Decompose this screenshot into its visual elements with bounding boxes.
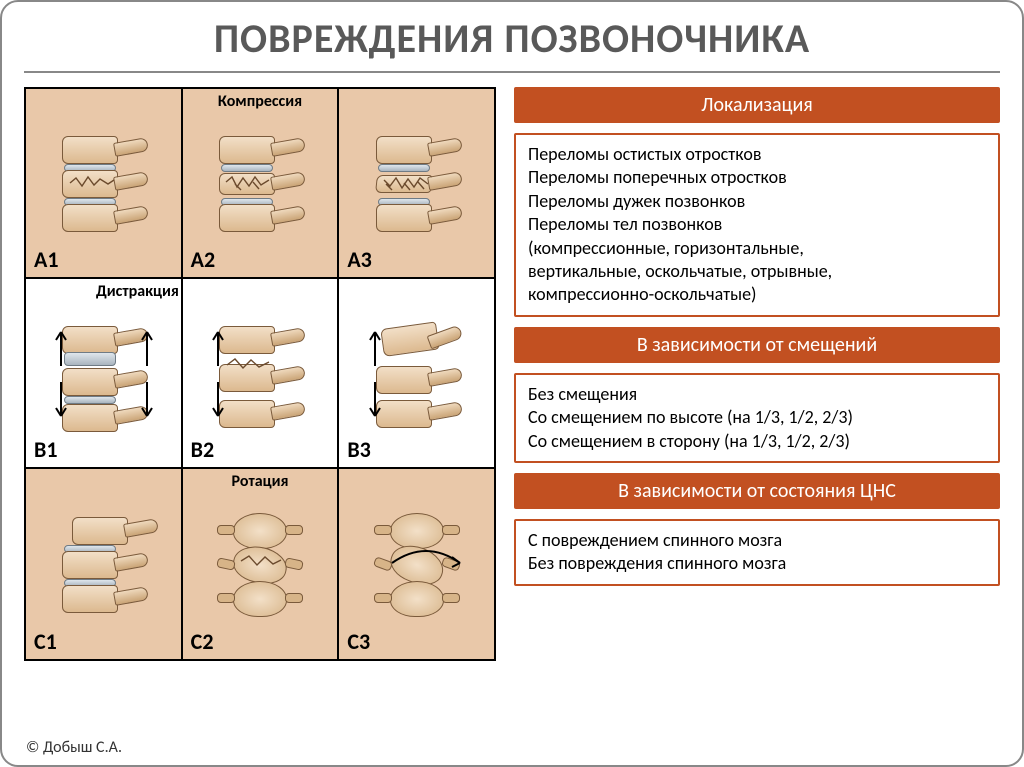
content-row: Компрессия А1 bbox=[24, 87, 1000, 661]
fracture-diagram-grid: Компрессия А1 bbox=[24, 87, 496, 661]
header-displacement: В зависимости от смещений bbox=[514, 327, 1000, 363]
vertebra-axial-icon bbox=[205, 499, 315, 629]
disp-line: Без смещения bbox=[528, 383, 986, 406]
vertebra-icon bbox=[48, 499, 158, 629]
cell-c1: С1 bbox=[26, 469, 183, 659]
vertebra-icon bbox=[362, 118, 472, 248]
diagram-row-distraction: Дистракция В1 bbox=[26, 279, 494, 469]
diagram-row-rotation: Ротация С1 bbox=[26, 469, 494, 659]
cell-label-c1: С1 bbox=[34, 628, 57, 655]
title-divider bbox=[24, 71, 1000, 73]
loc-line: Переломы поперечных отростков bbox=[528, 166, 986, 189]
cell-b2: В2 bbox=[183, 279, 340, 467]
vertebra-icon bbox=[205, 118, 315, 248]
cell-a3: А3 bbox=[339, 89, 494, 277]
disp-line: Со смещением по высоте (на 1/3, 1/2, 2/3… bbox=[528, 406, 986, 429]
cell-b1: В1 bbox=[26, 279, 183, 467]
body-cns: С повреждением спинного мозга Без повреж… bbox=[514, 519, 1000, 586]
cell-label-b1: В1 bbox=[34, 436, 57, 463]
cell-a1: А1 bbox=[26, 89, 183, 277]
loc-line: компрессионно-оскольчатые) bbox=[528, 283, 986, 306]
loc-line: Переломы остистых отростков bbox=[528, 143, 986, 166]
rotation-arrow-icon bbox=[386, 543, 466, 573]
loc-line: Переломы дужек позвонков bbox=[528, 190, 986, 213]
disp-line: Со смещением в сторону (на 1/3, 1/2, 2/3… bbox=[528, 430, 986, 453]
diagram-row-compression: Компрессия А1 bbox=[26, 89, 494, 279]
footer-copyright: © Добыш С.А. bbox=[26, 738, 122, 757]
cell-label-b3: В3 bbox=[347, 436, 370, 463]
cell-a2: А2 bbox=[183, 89, 340, 277]
vertebra-axial-icon bbox=[362, 499, 472, 629]
cell-label-c3: С3 bbox=[347, 628, 370, 655]
cell-label-b2: В2 bbox=[191, 436, 214, 463]
row-label-compression: Компрессия bbox=[218, 92, 302, 111]
cell-c3: С3 bbox=[339, 469, 494, 659]
loc-line: вертикальные, оскольчатые, отрывные, bbox=[528, 260, 986, 283]
vertebra-icon bbox=[48, 118, 158, 248]
body-displacement: Без смещения Со смещением по высоте (на … bbox=[514, 373, 1000, 463]
cell-label-a2: А2 bbox=[191, 246, 215, 273]
body-localization: Переломы остистых отростков Переломы поп… bbox=[514, 133, 1000, 317]
cns-line: С повреждением спинного мозга bbox=[528, 529, 986, 552]
vertebra-icon bbox=[48, 308, 158, 438]
loc-line: (компрессионные, горизонтальные, bbox=[528, 237, 986, 260]
cell-c2: С2 bbox=[183, 469, 340, 659]
page-title: ПОВРЕЖДЕНИЯ ПОЗВОНОЧНИКА bbox=[24, 14, 1000, 63]
vertebra-icon bbox=[362, 308, 472, 438]
cell-label-a1: А1 bbox=[34, 246, 58, 273]
cell-label-a3: А3 bbox=[347, 246, 371, 273]
classification-panels: Локализация Переломы остистых отростков … bbox=[514, 87, 1000, 661]
row-label-distraction: Дистракция bbox=[96, 282, 179, 301]
loc-line: Переломы тел позвонков bbox=[528, 213, 986, 236]
header-localization: Локализация bbox=[514, 87, 1000, 123]
cns-line: Без повреждения спинного мозга bbox=[528, 552, 986, 575]
header-cns: В зависимости от состояния ЦНС bbox=[514, 473, 1000, 509]
slide-frame: ПОВРЕЖДЕНИЯ ПОЗВОНОЧНИКА Компрессия А1 bbox=[0, 0, 1024, 767]
cell-b3: В3 bbox=[339, 279, 494, 467]
vertebra-icon bbox=[205, 308, 315, 438]
row-label-rotation: Ротация bbox=[232, 472, 289, 491]
cell-label-c2: С2 bbox=[191, 628, 214, 655]
